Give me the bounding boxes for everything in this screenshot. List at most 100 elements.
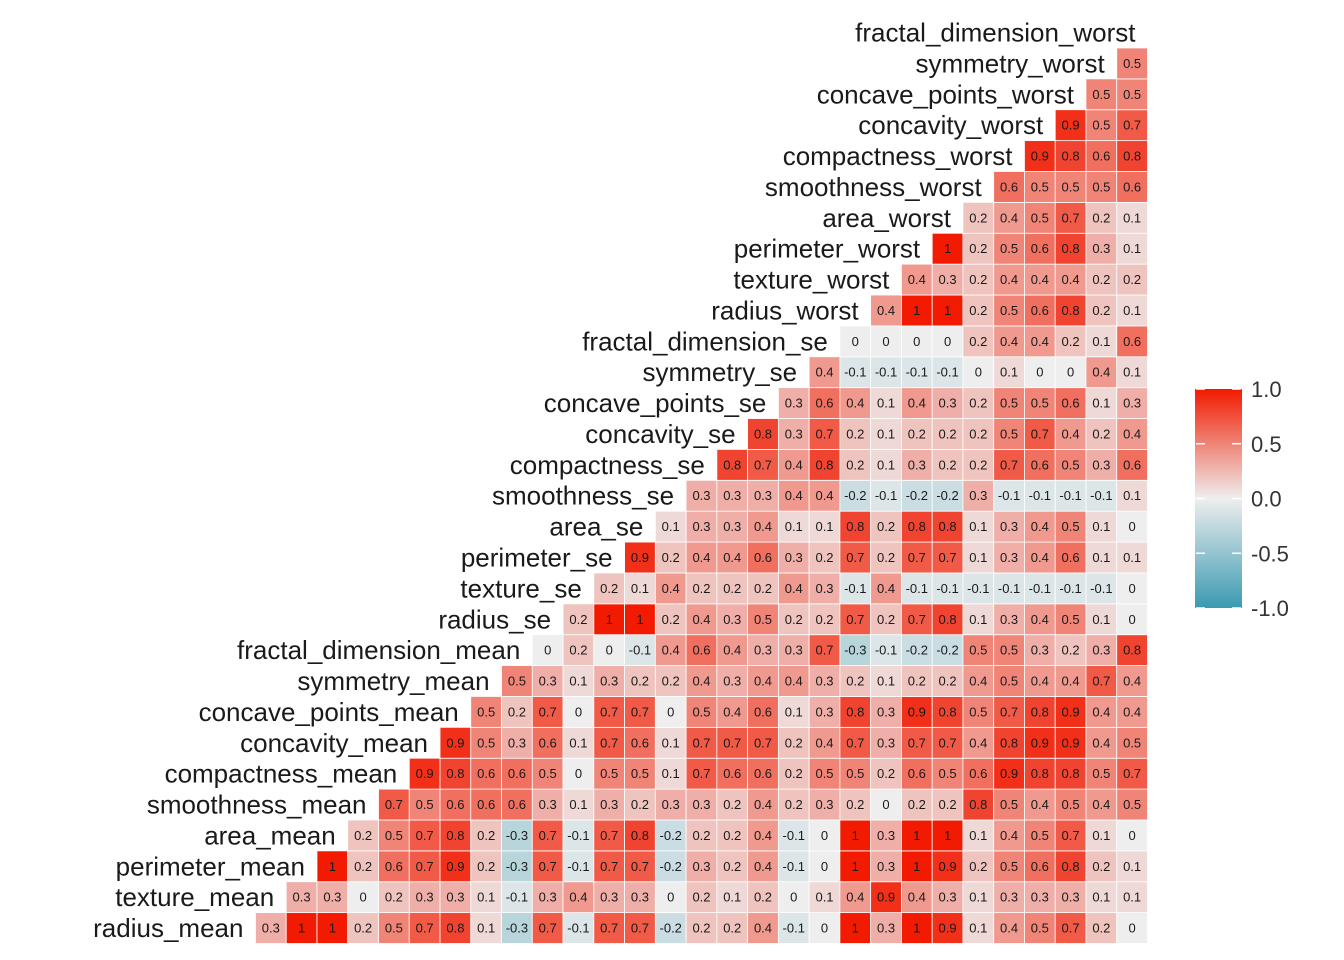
- cell-value-label: 0.2: [785, 735, 803, 750]
- cell-value-label: 0.1: [877, 674, 895, 689]
- cell-value-label: -0.1: [844, 365, 866, 380]
- heatmap-cell: [1116, 696, 1148, 728]
- cell-value-label: 0.7: [631, 704, 649, 719]
- heatmap-cell: [839, 696, 872, 728]
- cell-value-label: 0.7: [1123, 118, 1141, 133]
- cell-value-label: 0.6: [754, 766, 772, 781]
- cell-value-label: 0.3: [262, 921, 280, 936]
- cell-value-label: 0.4: [1031, 674, 1049, 689]
- cell-value-label: 0.9: [416, 766, 434, 781]
- cell-value-label: 0.7: [600, 921, 618, 936]
- cell-value-label: -0.1: [998, 581, 1020, 596]
- heatmap-cell: [685, 541, 718, 574]
- heatmap-cell: [777, 819, 810, 852]
- heatmap-cell: [1054, 634, 1087, 666]
- heatmap-cell: [531, 881, 564, 914]
- heatmap-cell: [1116, 726, 1148, 759]
- heatmap-cell: [1116, 850, 1148, 883]
- heatmap-cell: [470, 819, 502, 852]
- cell-value-label: 0.2: [846, 674, 864, 689]
- cell-value-label: 0.1: [969, 828, 987, 843]
- cell-value-label: 0.8: [723, 457, 741, 472]
- cell-value-label: 0.1: [877, 426, 895, 441]
- heatmap-cell: [962, 819, 995, 852]
- heatmap-cell: [1085, 541, 1118, 574]
- cell-value-label: -0.1: [1090, 581, 1112, 596]
- cell-value-label: 0.2: [354, 921, 372, 936]
- cell-value-label: 0.5: [1092, 766, 1110, 781]
- cell-value-label: -0.2: [660, 859, 682, 874]
- cell-value-label: 0.8: [1123, 643, 1141, 658]
- heatmap-cell: [562, 603, 595, 636]
- cell-value-label: 0.1: [1092, 612, 1110, 627]
- cell-value-label: 0.6: [754, 704, 772, 719]
- cell-value-label: 0.7: [939, 735, 957, 750]
- cell-value-label: -0.1: [567, 921, 589, 936]
- heatmap-cell: [808, 881, 841, 914]
- cell-value-label: 0.4: [846, 396, 864, 411]
- heatmap-cell: [654, 665, 687, 697]
- cell-value-label: 0.5: [1092, 179, 1110, 194]
- cell-value-label: 0.6: [539, 735, 557, 750]
- cell-value-label: 0.3: [692, 859, 710, 874]
- heatmap-cell: [1024, 418, 1056, 450]
- cell-value-label: 0.4: [877, 303, 895, 318]
- heatmap-cell: [747, 418, 779, 450]
- cell-value-label: 0.3: [1000, 519, 1018, 534]
- heatmap-cell: [501, 757, 533, 790]
- cell-value-label: 0.1: [569, 735, 587, 750]
- cell-value-label: 0.4: [815, 735, 833, 750]
- cell-value-label: 0.4: [754, 674, 772, 689]
- heatmap-cell: [839, 418, 872, 450]
- heatmap-cell: [962, 387, 995, 419]
- cell-value-label: 0: [975, 365, 982, 380]
- heatmap-cell: [870, 912, 902, 944]
- cell-value-label: 0.4: [1062, 426, 1080, 441]
- heatmap-cell: [808, 510, 841, 543]
- cell-value-label: 0.2: [877, 612, 895, 627]
- heatmap-cell: [1024, 850, 1056, 883]
- cell-value-label: 0.5: [1000, 797, 1018, 812]
- heatmap-cell: [1024, 634, 1056, 666]
- heatmap-cell: [1116, 757, 1148, 790]
- cell-value-label: 1: [852, 859, 859, 874]
- heatmap-cell: [1054, 881, 1087, 914]
- cell-value-label: 0.2: [508, 704, 526, 719]
- heatmap-cell: [839, 325, 872, 358]
- cell-value-label: 0.5: [631, 766, 649, 781]
- cell-value-label: 0.6: [446, 797, 464, 812]
- cell-value-label: 0: [1036, 365, 1043, 380]
- cell-value-label: 0.7: [600, 704, 618, 719]
- cell-value-label: 0.3: [446, 890, 464, 905]
- cell-value-label: 0.3: [815, 581, 833, 596]
- heatmap-cell: [1024, 819, 1056, 852]
- cell-value-label: 0.3: [939, 396, 957, 411]
- heatmap-cell: [901, 881, 933, 914]
- heatmap-cell: [777, 850, 810, 883]
- heatmap-cell: [747, 757, 779, 790]
- cell-value-label: 0.3: [785, 426, 803, 441]
- heatmap-cell: [593, 634, 625, 666]
- cell-value-label: 0.1: [569, 797, 587, 812]
- cell-value-label: 1: [913, 828, 920, 843]
- heatmap-cell: [808, 479, 841, 512]
- cell-value-label: 0: [790, 890, 797, 905]
- cell-value-label: 0.7: [539, 859, 557, 874]
- heatmap-cell: [962, 479, 995, 512]
- cell-value-label: 0.3: [1000, 612, 1018, 627]
- cell-value-label: -0.2: [906, 488, 928, 503]
- heatmap-cell: [378, 850, 410, 883]
- cell-value-label: 0.7: [539, 828, 557, 843]
- heatmap-cell: [1085, 788, 1118, 821]
- cell-value-label: 0.3: [877, 735, 895, 750]
- heatmap-cell: [1054, 109, 1087, 142]
- cell-value-label: 0.3: [539, 797, 557, 812]
- cell-value-label: 0.3: [323, 890, 341, 905]
- cell-value-label: 1: [913, 303, 920, 318]
- cell-value-label: 0.9: [939, 921, 957, 936]
- cell-value-label: 1: [298, 921, 305, 936]
- heatmap-cell: [1116, 572, 1148, 605]
- cell-value-label: 0.2: [723, 828, 741, 843]
- heatmap-cell: [1024, 881, 1056, 914]
- cell-value-label: 0.1: [477, 921, 495, 936]
